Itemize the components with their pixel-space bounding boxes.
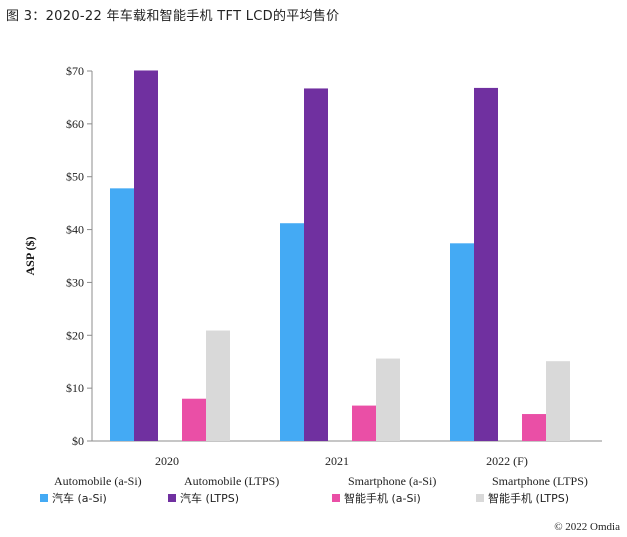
y-tick-label: $50	[66, 170, 84, 184]
x-tick-label: 2022 (F)	[486, 454, 528, 468]
y-tick-label: $0	[72, 434, 84, 448]
bar-1-3	[376, 358, 400, 441]
bars	[110, 70, 570, 442]
x-tick-label: 2020	[155, 454, 179, 468]
legend: Automobile (a-Si) Automobile (LTPS) Smartp…	[40, 474, 620, 533]
y-tick-label: $40	[66, 223, 84, 237]
bar-2-2	[522, 414, 546, 441]
bar-2-3	[546, 361, 570, 441]
legend-swatch	[168, 494, 176, 502]
x-tick-label: 2021	[325, 454, 349, 468]
bar-2-0	[450, 243, 474, 441]
legend-swatch	[332, 494, 340, 502]
chart-title: 图 3：2020-22 年车载和智能手机 TFT LCD的平均售价	[6, 9, 340, 24]
legend-label: 智能手机 (LTPS)	[488, 491, 569, 505]
bar-1-0	[280, 223, 304, 441]
y-tick-label: $10	[66, 381, 84, 395]
legend-header: Smartphone (a-Si)	[348, 474, 436, 488]
bar-2-1	[474, 87, 498, 442]
y-axis-label: ASP ($)	[23, 236, 37, 275]
legend-swatch	[476, 494, 484, 502]
bar-1-1	[304, 88, 328, 441]
bar-0-0	[110, 188, 134, 441]
legend-header: Smartphone (LTPS)	[492, 474, 588, 488]
legend-header: Automobile (a-Si)	[54, 474, 142, 488]
bar-1-2	[352, 405, 376, 441]
legend-label: 汽车 (LTPS)	[180, 491, 239, 505]
legend-swatch	[40, 494, 48, 502]
bar-0-1	[134, 70, 158, 441]
bar-0-2	[182, 398, 206, 441]
source-note: © 2022 Omdia	[554, 521, 620, 533]
legend-label: 汽车 (a-Si)	[52, 491, 107, 505]
labels: $0 $10 $20 $30 $40 $50 $60 $70 ASP ($) 2020 2021 20…	[23, 64, 528, 468]
axes	[87, 70, 602, 442]
y-tick-label: $20	[66, 328, 84, 342]
y-tick-label: $70	[66, 64, 84, 78]
bar-0-3	[206, 330, 230, 441]
y-tick-label: $60	[66, 117, 84, 131]
y-tick-label: $30	[66, 275, 84, 289]
legend-header: Automobile (LTPS)	[184, 474, 279, 488]
legend-label: 智能手机 (a-Si)	[344, 491, 421, 505]
